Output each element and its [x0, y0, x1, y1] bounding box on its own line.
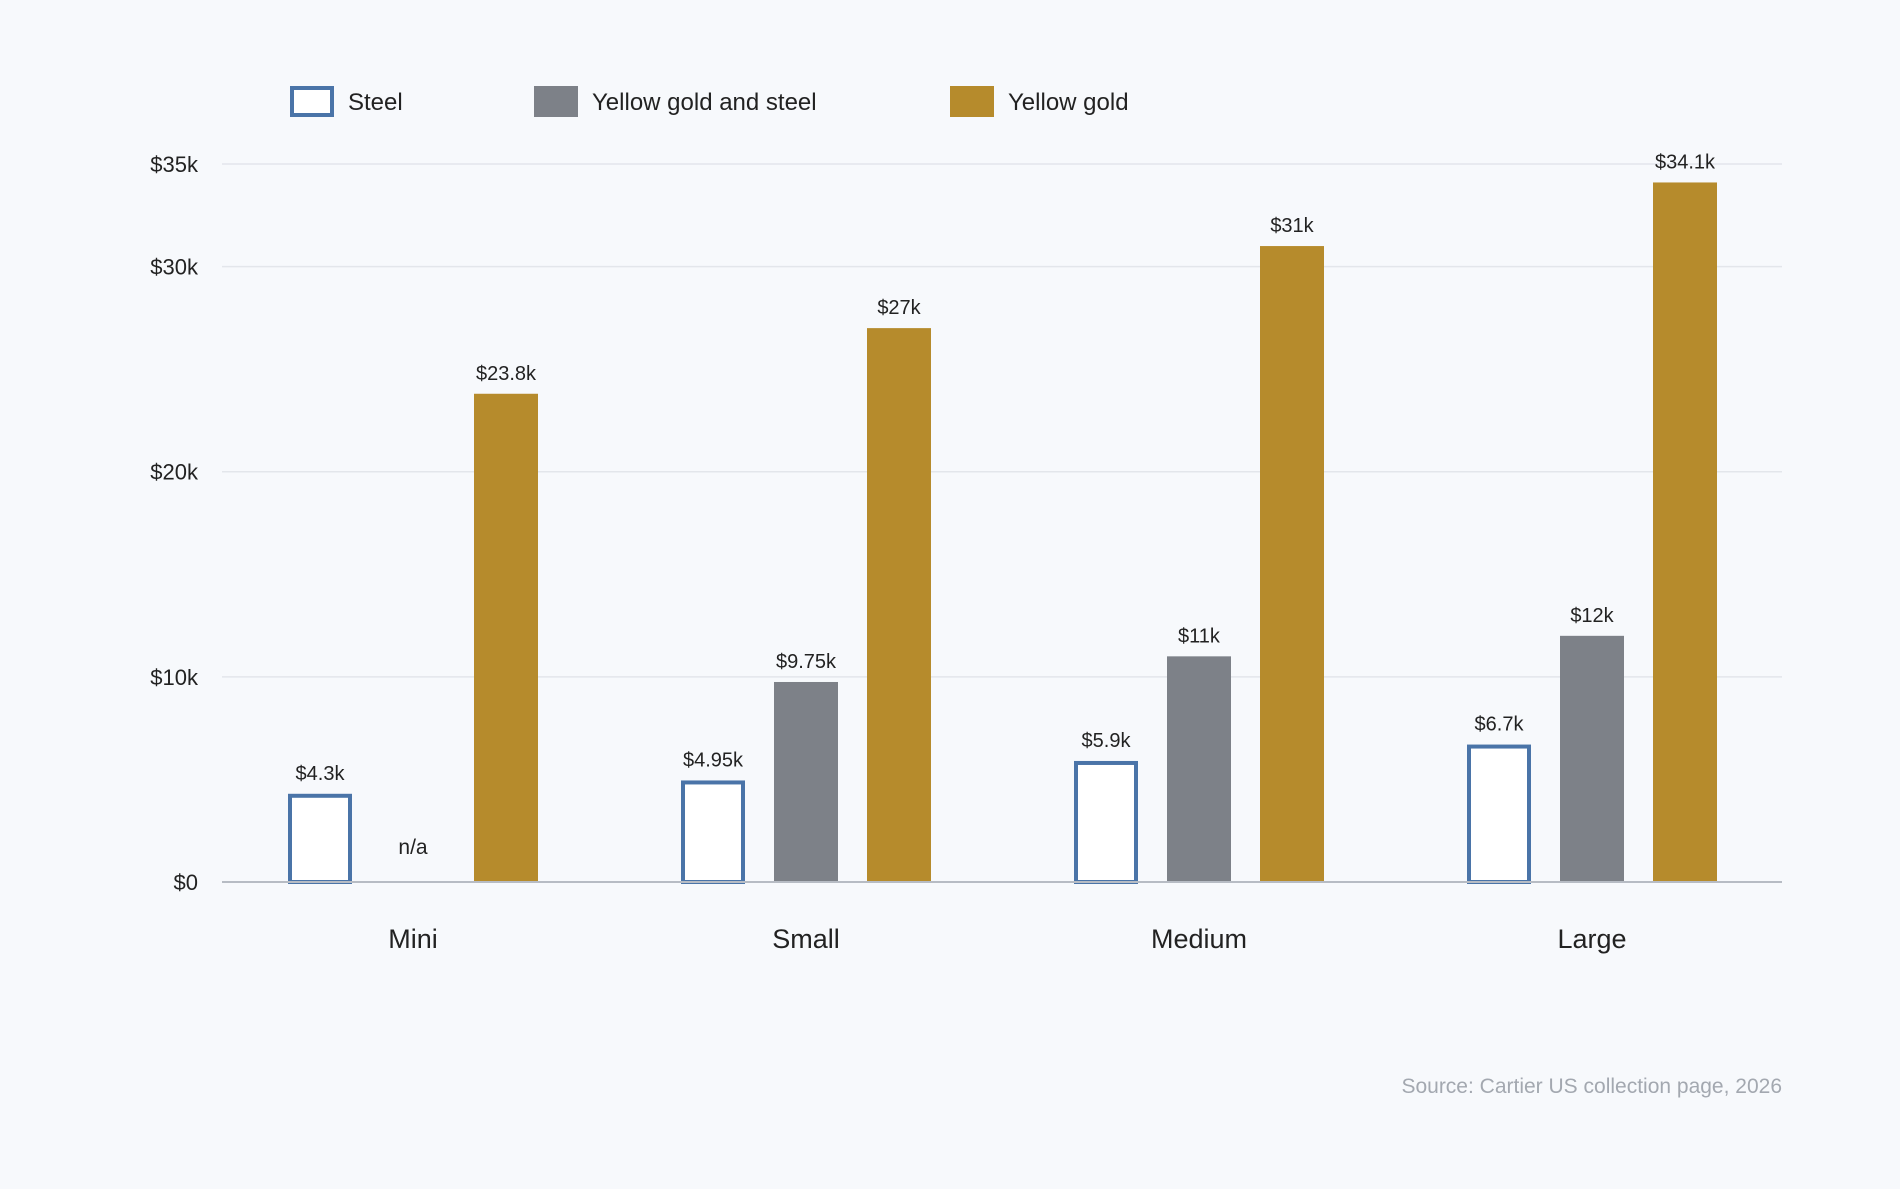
data-labels: $4.3k $4.95k $5.9k $6.7k n/a $9.75k $11k $12k $2…: [296, 151, 1716, 859]
bar: [774, 681, 838, 882]
data-label: $6.7k: [1475, 714, 1525, 736]
legend-swatch: [950, 86, 994, 117]
na-label: n/a: [398, 836, 428, 859]
source-note: Source: Cartier US collection page, 2026: [1401, 1075, 1782, 1098]
data-label: $27k: [877, 297, 921, 319]
bar: [1167, 656, 1231, 882]
bar: [1467, 744, 1531, 884]
data-label: $31k: [1270, 215, 1314, 237]
y-tick-label: $30k: [150, 255, 199, 280]
legend-label: Yellow gold: [1008, 89, 1129, 116]
data-label: $23.8k: [476, 363, 537, 385]
x-tick-label: Mini: [388, 924, 438, 954]
data-label: $4.3k: [296, 763, 346, 785]
bar: [1560, 635, 1624, 882]
bar: [1260, 246, 1324, 883]
data-label: $4.95k: [683, 749, 744, 771]
bar: [1074, 760, 1138, 884]
bars: [288, 182, 1717, 884]
y-tick-label: $35k: [150, 152, 199, 177]
y-tick-label: $20k: [150, 460, 199, 485]
x-tick-label: Medium: [1151, 924, 1247, 954]
bar: [474, 393, 538, 882]
data-label: $34.1k: [1655, 151, 1716, 173]
x-tick-label: Large: [1557, 924, 1626, 954]
y-tick-label: $10k: [150, 665, 199, 690]
legend-swatch: [534, 86, 578, 117]
bar: [867, 328, 931, 883]
legend-label: Yellow gold and steel: [592, 89, 817, 116]
data-label: $12k: [1570, 605, 1614, 627]
bar: [1653, 182, 1717, 882]
gridlines: [222, 163, 1782, 678]
data-label: $5.9k: [1082, 730, 1132, 752]
data-label: $11k: [1178, 625, 1221, 647]
bar: [288, 793, 352, 884]
y-tick-label: $0: [174, 870, 198, 895]
legend: Steel Yellow gold and steel Yellow gold: [290, 86, 1129, 117]
data-label: $9.75k: [776, 651, 837, 673]
x-tick-label: Small: [772, 924, 840, 954]
bar: [681, 780, 745, 884]
legend-swatch: [290, 86, 334, 117]
axes: $0 $10k $20k $30k $35k Mini Small Medium Large: [150, 152, 1782, 954]
legend-label: Steel: [348, 89, 403, 116]
